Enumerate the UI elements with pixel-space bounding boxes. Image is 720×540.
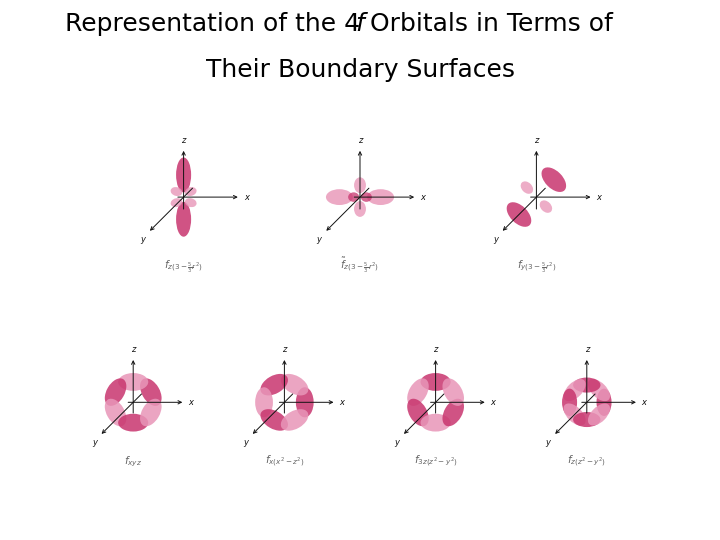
- Text: x: x: [490, 398, 495, 407]
- Ellipse shape: [573, 412, 600, 427]
- Ellipse shape: [521, 181, 533, 194]
- Text: z: z: [131, 346, 135, 354]
- Text: y: y: [140, 235, 145, 245]
- Text: Their Boundary Surfaces: Their Boundary Surfaces: [205, 58, 515, 82]
- Ellipse shape: [326, 189, 353, 205]
- Ellipse shape: [540, 200, 552, 213]
- Text: $f_{x(x^2-z^2)}$: $f_{x(x^2-z^2)}$: [265, 454, 304, 469]
- Ellipse shape: [588, 403, 610, 426]
- Text: y: y: [243, 438, 248, 448]
- Text: y: y: [92, 438, 97, 448]
- Text: Representation of the 4: Representation of the 4: [65, 12, 360, 36]
- Text: $\tilde{f}_{z(3-\frac{5}{3}r^2)}$: $\tilde{f}_{z(3-\frac{5}{3}r^2)}$: [341, 255, 379, 275]
- Ellipse shape: [140, 379, 161, 406]
- Ellipse shape: [118, 373, 148, 391]
- Text: x: x: [420, 193, 426, 201]
- Text: z: z: [433, 346, 438, 354]
- Ellipse shape: [420, 373, 451, 391]
- Ellipse shape: [573, 377, 600, 393]
- Text: f: f: [356, 12, 364, 36]
- Ellipse shape: [185, 198, 197, 207]
- Text: z: z: [534, 136, 539, 145]
- Text: y: y: [546, 438, 551, 448]
- Ellipse shape: [420, 414, 451, 431]
- Text: y: y: [395, 438, 400, 448]
- Ellipse shape: [281, 409, 308, 431]
- Ellipse shape: [408, 399, 428, 426]
- Ellipse shape: [105, 399, 126, 426]
- Ellipse shape: [443, 379, 464, 406]
- Ellipse shape: [171, 198, 182, 207]
- Text: z: z: [358, 136, 362, 145]
- Ellipse shape: [185, 187, 197, 196]
- Text: z: z: [181, 136, 186, 145]
- Text: $f_{y(3-\frac{5}{3}r^2)}$: $f_{y(3-\frac{5}{3}r^2)}$: [517, 258, 556, 275]
- Text: y: y: [493, 235, 498, 245]
- Ellipse shape: [354, 177, 366, 193]
- Ellipse shape: [367, 189, 394, 205]
- Ellipse shape: [443, 399, 464, 426]
- Ellipse shape: [261, 409, 288, 431]
- Text: x: x: [244, 193, 249, 201]
- Text: y: y: [317, 235, 322, 245]
- Ellipse shape: [354, 201, 366, 217]
- Text: $f_{z(z^2-y^2)}$: $f_{z(z^2-y^2)}$: [567, 454, 606, 469]
- Ellipse shape: [171, 187, 182, 196]
- Text: x: x: [188, 398, 193, 407]
- Text: z: z: [282, 346, 287, 354]
- Text: $f_{z(3-\frac{5}{3}r^2)}$: $f_{z(3-\frac{5}{3}r^2)}$: [164, 258, 203, 275]
- Ellipse shape: [176, 202, 191, 237]
- Ellipse shape: [541, 167, 566, 192]
- Ellipse shape: [118, 414, 148, 431]
- Text: $f_{3z(z^2-y^2)}$: $f_{3z(z^2-y^2)}$: [414, 454, 457, 469]
- Ellipse shape: [588, 379, 610, 401]
- Ellipse shape: [281, 374, 308, 395]
- Ellipse shape: [105, 379, 126, 406]
- Text: x: x: [642, 398, 647, 407]
- Ellipse shape: [361, 192, 372, 202]
- Ellipse shape: [507, 202, 531, 227]
- Text: $f_{xyz}$: $f_{xyz}$: [124, 455, 143, 469]
- Text: z: z: [585, 346, 589, 354]
- Ellipse shape: [261, 374, 288, 395]
- Text: x: x: [339, 398, 344, 407]
- Ellipse shape: [564, 403, 585, 426]
- Ellipse shape: [408, 379, 428, 406]
- Ellipse shape: [564, 379, 585, 401]
- Ellipse shape: [296, 387, 314, 417]
- Ellipse shape: [348, 192, 359, 202]
- Ellipse shape: [562, 389, 577, 416]
- Text: Orbitals in Terms of: Orbitals in Terms of: [362, 12, 613, 36]
- Ellipse shape: [176, 158, 191, 192]
- Ellipse shape: [140, 399, 161, 426]
- Ellipse shape: [255, 387, 273, 417]
- Ellipse shape: [596, 389, 611, 416]
- Text: x: x: [597, 193, 602, 201]
